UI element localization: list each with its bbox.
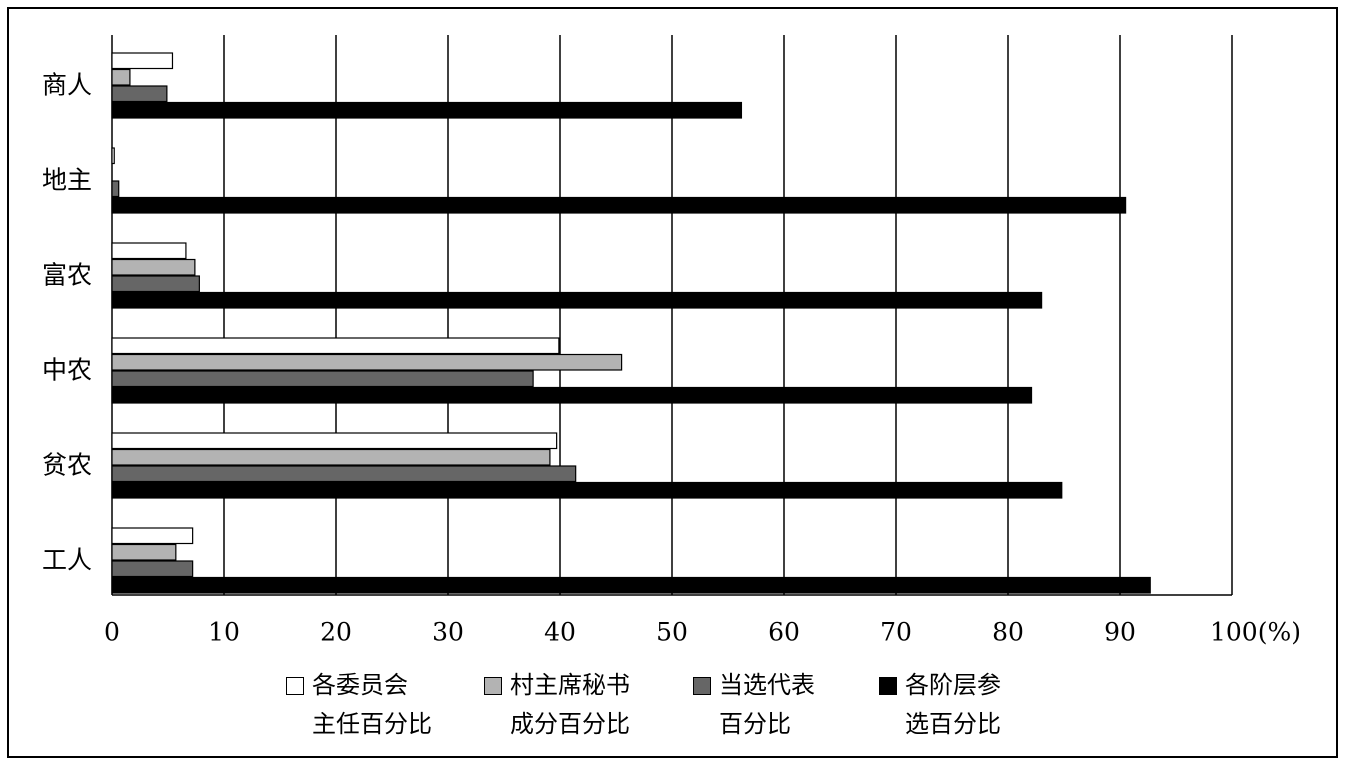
x-tick-label: 100(%) — [1210, 618, 1301, 647]
bar — [111, 560, 194, 578]
bar — [111, 68, 131, 86]
x-tick-label: 10 — [208, 618, 240, 647]
x-tick-label: 90 — [1104, 618, 1136, 647]
bar — [111, 448, 551, 466]
frame — [7, 7, 1338, 758]
y-tick-label: 地主 — [42, 166, 92, 195]
legend-swatch — [879, 677, 897, 695]
bar — [111, 432, 558, 450]
bar — [111, 275, 200, 293]
bar — [111, 101, 743, 119]
x-tick-label: 70 — [880, 618, 912, 647]
legend-swatch — [286, 677, 304, 695]
bar — [111, 370, 534, 388]
legend-swatch — [484, 677, 502, 695]
x-tick-label: 20 — [320, 618, 352, 647]
y-tick-label: 工人 — [42, 546, 92, 575]
bar — [111, 147, 115, 165]
y-tick-label: 贫农 — [42, 451, 92, 480]
y-tick-label: 富农 — [42, 261, 92, 290]
legend-swatch — [693, 677, 711, 695]
legend-label: 当选代表 百分比 — [719, 671, 815, 738]
bar — [111, 353, 623, 371]
x-tick-label: 0 — [104, 618, 120, 647]
bar — [111, 196, 1127, 214]
bar — [111, 52, 174, 70]
bar — [111, 465, 577, 483]
bar — [111, 543, 177, 561]
legend-label: 各委员会 主任百分比 — [312, 671, 432, 738]
y-tick-label: 中农 — [42, 356, 92, 385]
x-tick-label: 50 — [656, 618, 688, 647]
y-tick-label: 商人 — [42, 71, 92, 100]
bar — [111, 291, 1043, 309]
x-tick-label: 30 — [432, 618, 464, 647]
legend-label: 各阶层参 选百分比 — [905, 671, 1001, 738]
x-tick-label: 60 — [768, 618, 800, 647]
bar — [111, 180, 120, 198]
bar — [111, 481, 1063, 499]
x-tick-label: 80 — [992, 618, 1024, 647]
bar — [111, 85, 168, 103]
bar — [111, 386, 1033, 404]
legend-label: 村主席秘书 成分百分比 — [510, 671, 630, 738]
bar — [111, 576, 1151, 594]
bar — [111, 258, 196, 276]
bar — [111, 242, 187, 260]
bar — [111, 337, 560, 355]
bar — [111, 527, 194, 545]
x-tick-label: 40 — [544, 618, 576, 647]
